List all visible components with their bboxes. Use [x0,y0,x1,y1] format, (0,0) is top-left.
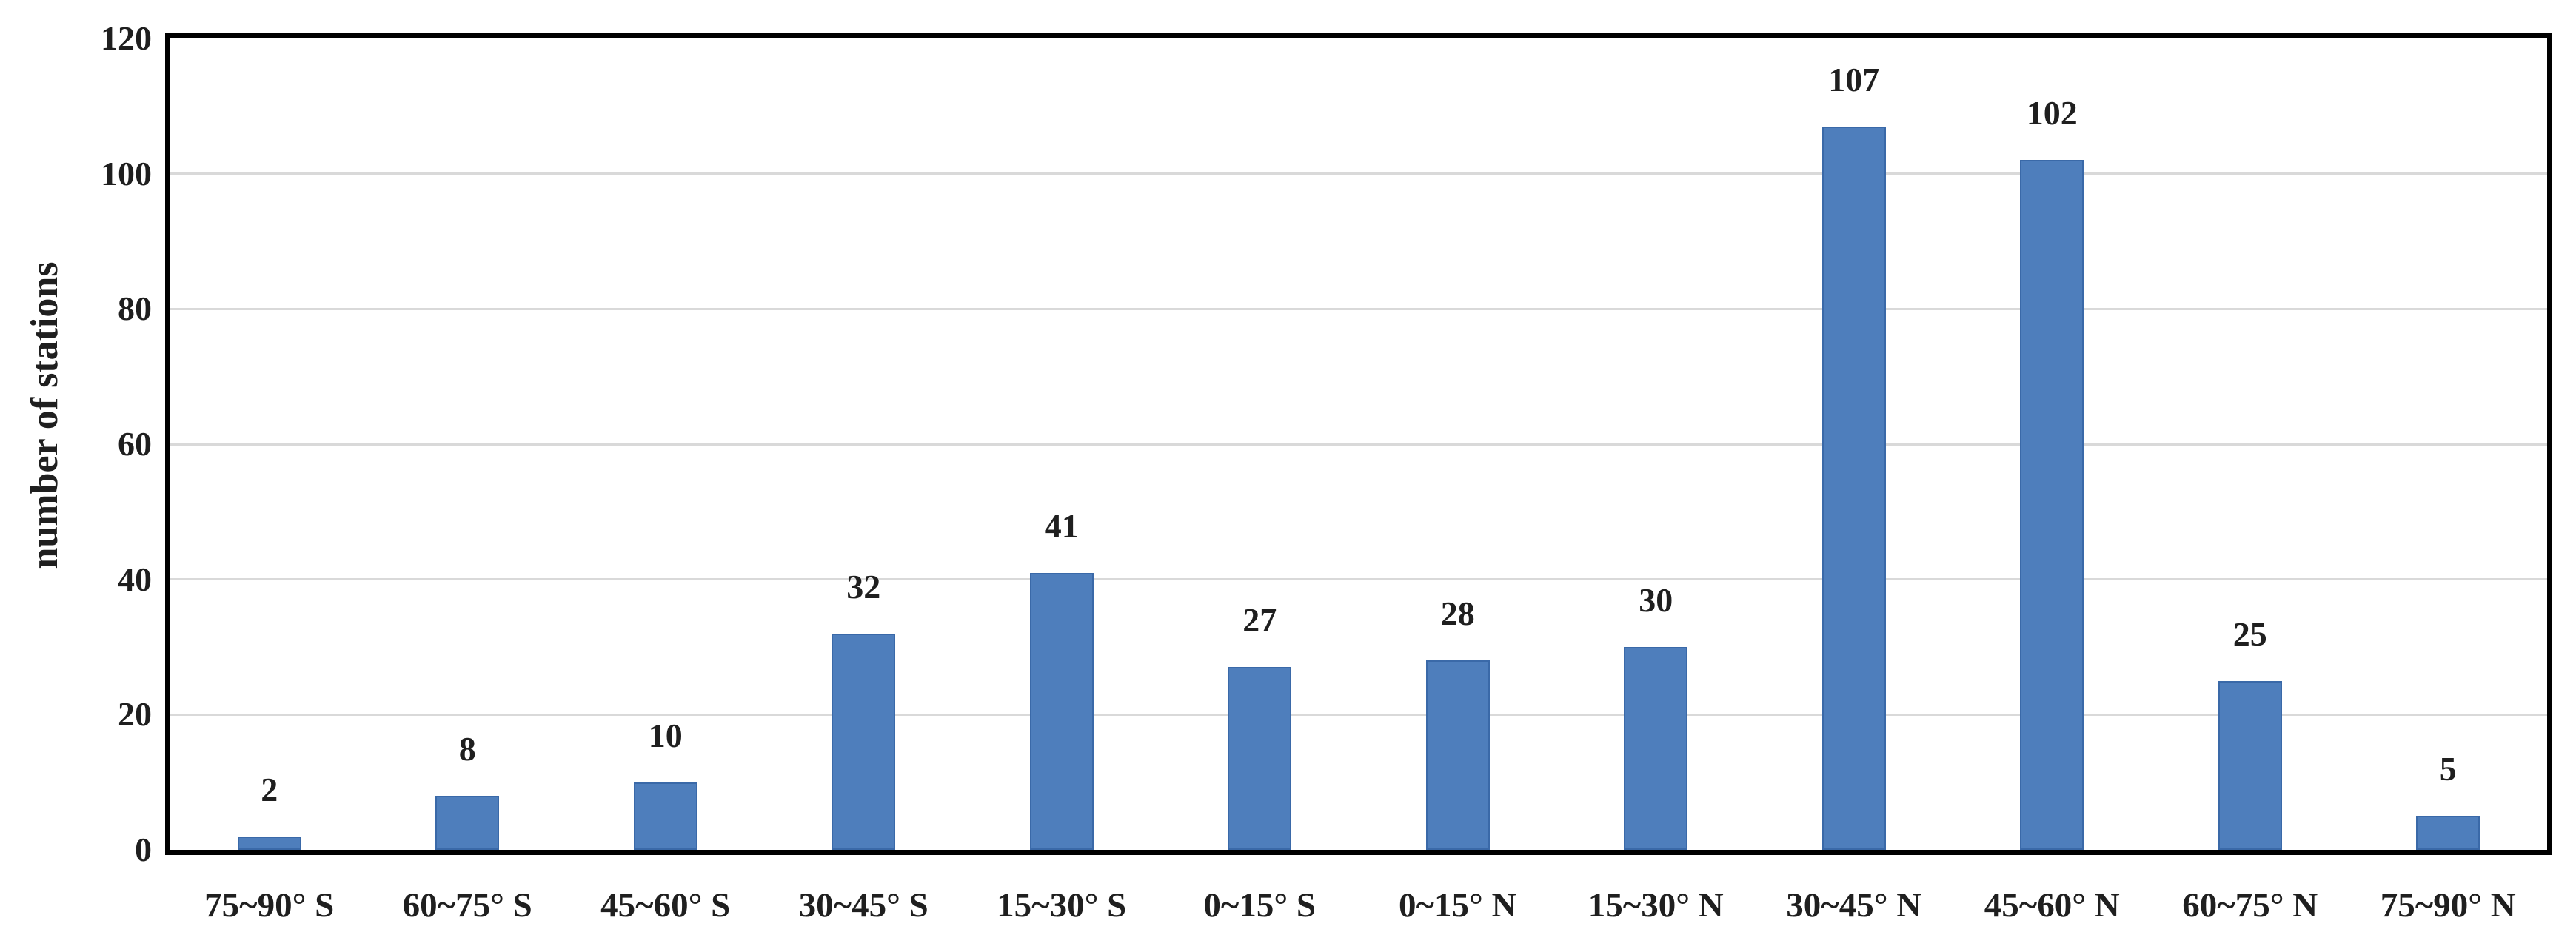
x-tick-label: 60~75° S [402,886,532,925]
bar [1228,667,1292,850]
x-tick-label: 0~15° S [1203,886,1317,925]
x-tick-label: 15~30° N [1588,886,1724,925]
bar-value-label: 32 [846,567,881,606]
bar [2218,680,2282,850]
x-tick-label: 60~75° N [2182,886,2318,925]
bar [633,782,697,850]
x-tick-label: 75~90° N [2380,886,2516,925]
bar [237,836,301,850]
bar [2020,160,2084,850]
y-tick-label: 40 [118,560,152,598]
x-tick-label: 15~30° S [997,886,1127,925]
bar [1029,572,1094,850]
bar-value-label: 2 [261,770,278,808]
y-tick-label: 20 [118,695,152,734]
y-tick-label: 100 [101,154,152,192]
bar-value-label: 107 [1828,60,1880,98]
y-tick-label: 0 [135,831,152,868]
x-tick-label: 45~60° S [600,886,731,925]
plot-area: 2 8 10 32 41 27 28 30 107 102 25 5 [165,33,2552,855]
plot-inner: 2 8 10 32 41 27 28 30 107 102 25 5 [170,38,2547,850]
bar-value-label: 8 [458,729,476,768]
bar-value-label: 27 [1242,601,1277,640]
y-tick-label: 120 [101,19,152,57]
bar-value-label: 25 [2232,614,2267,653]
gridline [170,578,2547,581]
bar-value-label: 5 [2439,750,2457,788]
x-tick-label: 30~45° S [798,886,929,925]
bar [435,795,500,850]
bar-value-label: 30 [1639,581,1673,619]
gridline [170,172,2547,175]
x-tick-label: 75~90° S [204,886,335,925]
bar [2416,816,2480,850]
bar-value-label: 41 [1044,506,1079,545]
x-tick-label: 30~45° N [1786,886,1922,925]
bar-value-label: 102 [2026,94,2078,133]
bar [1425,660,1490,850]
bar [1821,126,1886,850]
bar-value-label: 28 [1440,594,1475,633]
x-tick-label: 0~15° N [1399,886,1517,925]
y-tick-label: 60 [118,425,152,463]
bar [832,633,896,850]
bar-value-label: 10 [648,716,683,754]
bar [1624,647,1688,850]
gridline [170,713,2547,716]
gridline [170,443,2547,446]
y-tick-label: 80 [118,289,152,328]
x-tick-label: 45~60° N [1984,886,2120,925]
gridline [170,307,2547,310]
